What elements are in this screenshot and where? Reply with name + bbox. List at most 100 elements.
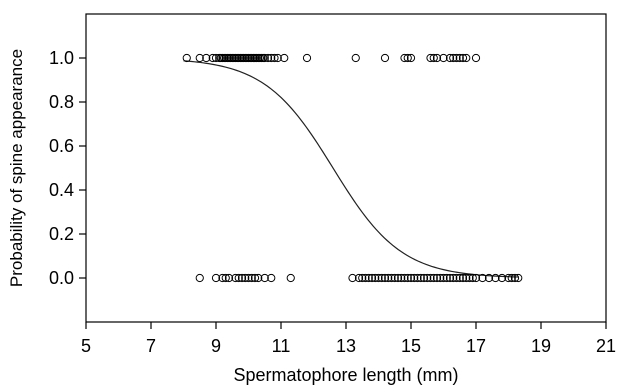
data-point — [406, 53, 416, 63]
data-point — [182, 53, 191, 63]
data-point — [302, 53, 312, 63]
x-tick-label: 13 — [336, 336, 356, 356]
x-axis: 5 7 9 11 13 15 17 19 21 — [81, 322, 616, 356]
data-point — [403, 53, 412, 63]
data-point — [384, 273, 393, 283]
data-point — [361, 273, 370, 283]
data-point — [484, 273, 494, 283]
x-tick-label: 7 — [146, 336, 156, 356]
data-point — [504, 273, 513, 283]
x-tick-label: 9 — [211, 336, 221, 356]
data-point — [491, 273, 500, 283]
data-point — [354, 273, 364, 283]
data-point — [423, 273, 432, 283]
y-tick-label: 1.0 — [49, 48, 74, 68]
data-point — [439, 273, 448, 283]
data-point — [462, 273, 471, 283]
data-point — [413, 273, 422, 283]
x-tick-label: 21 — [596, 336, 616, 356]
data-point — [455, 53, 464, 63]
data-point — [263, 53, 273, 63]
plot-area-frame — [85, 13, 607, 323]
data-point — [247, 273, 256, 283]
data-point — [445, 273, 455, 283]
data-point — [497, 273, 507, 283]
data-point — [364, 273, 373, 283]
data-point — [280, 53, 289, 63]
data-point — [429, 53, 438, 63]
data-point — [436, 273, 445, 283]
data-point — [358, 273, 367, 283]
data-point — [351, 53, 360, 63]
data-point — [397, 273, 406, 283]
x-tick-label: 15 — [401, 336, 421, 356]
data-point — [231, 273, 240, 283]
data-point — [465, 273, 474, 283]
data-point — [471, 273, 481, 283]
y-tick-label: 0.2 — [49, 224, 74, 244]
data-point — [211, 53, 221, 63]
data-point — [455, 273, 464, 283]
data-point — [514, 273, 523, 283]
data-points — [182, 53, 523, 283]
data-point — [241, 273, 250, 283]
y-tick-label: 0.6 — [49, 136, 74, 156]
data-point — [445, 53, 455, 63]
data-point — [416, 273, 425, 283]
data-point — [348, 273, 357, 283]
data-point — [458, 273, 468, 283]
data-point — [452, 273, 461, 283]
x-tick-label: 19 — [531, 336, 551, 356]
data-point — [510, 273, 520, 283]
data-point — [218, 273, 227, 283]
data-point — [387, 273, 396, 283]
data-point — [449, 53, 458, 63]
data-point — [439, 53, 448, 63]
data-point — [367, 273, 377, 283]
x-tick-label: 17 — [466, 336, 486, 356]
y-axis-label: Probability of spine appearance — [7, 49, 26, 287]
x-axis-label: Spermatophore length (mm) — [233, 365, 458, 385]
y-tick-label: 0.8 — [49, 92, 74, 112]
data-point — [462, 53, 471, 63]
x-tick-label: 11 — [272, 336, 291, 356]
data-point — [400, 53, 409, 63]
data-point — [406, 273, 416, 283]
x-tick-label: 5 — [81, 336, 91, 356]
data-point — [380, 53, 390, 63]
data-point — [390, 273, 399, 283]
data-point — [234, 273, 243, 283]
data-point — [429, 273, 438, 283]
data-point — [426, 273, 435, 283]
data-point — [267, 53, 276, 63]
data-point — [221, 273, 230, 283]
data-point — [403, 273, 412, 283]
data-point — [442, 273, 451, 283]
data-point — [449, 273, 458, 283]
data-point — [432, 53, 442, 63]
data-point — [270, 53, 279, 63]
data-point — [452, 53, 461, 63]
data-point — [468, 273, 477, 283]
y-tick-label: 0.4 — [49, 180, 74, 200]
data-point — [458, 53, 468, 63]
data-point — [260, 53, 269, 63]
data-point — [267, 273, 276, 283]
data-point — [195, 273, 204, 283]
data-point — [371, 273, 380, 283]
y-axis: 0.0 0.2 0.4 0.6 0.8 1.0 — [49, 48, 86, 288]
data-point — [195, 53, 204, 63]
data-point — [478, 273, 487, 283]
data-point — [286, 273, 295, 283]
data-point — [273, 53, 282, 63]
data-point — [377, 273, 386, 283]
y-tick-label: 0.0 — [49, 268, 74, 288]
data-point — [400, 273, 409, 283]
data-point — [260, 273, 269, 283]
data-point — [380, 273, 390, 283]
data-point — [432, 273, 442, 283]
logistic-fit-curve — [183, 60, 519, 278]
data-point — [419, 273, 429, 283]
data-point — [237, 273, 247, 283]
